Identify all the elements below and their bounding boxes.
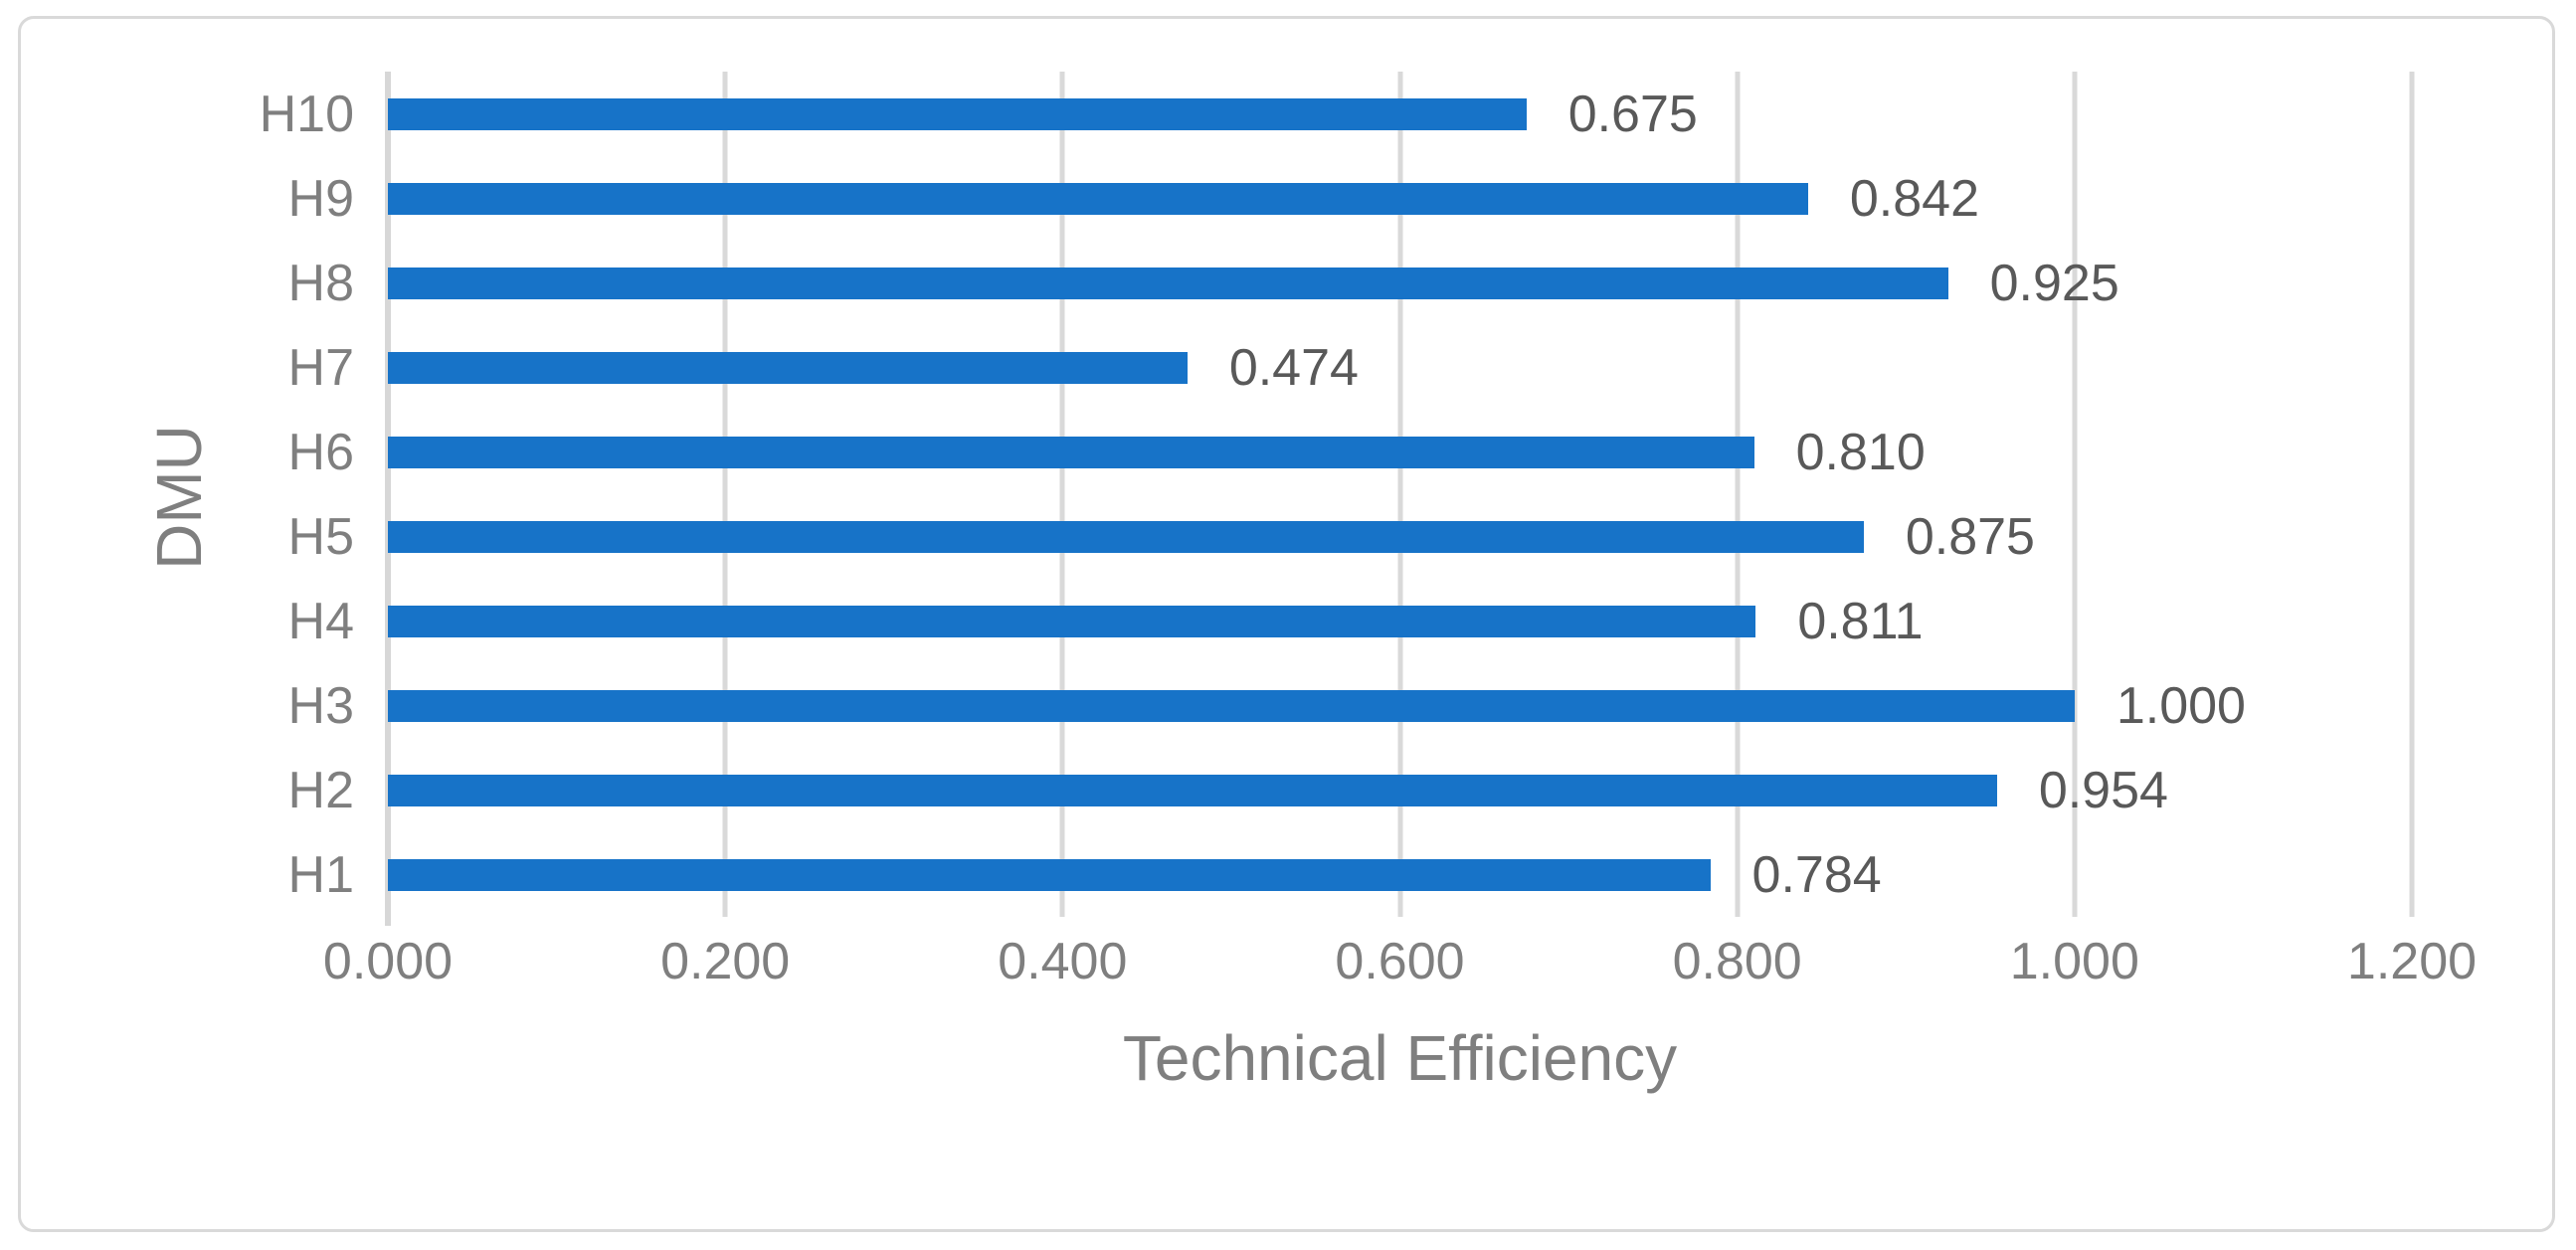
x-tick-label: 0.800 xyxy=(1672,933,1802,990)
category-label: H1 xyxy=(287,845,354,904)
gridline xyxy=(1059,72,1065,917)
category-label: H10 xyxy=(259,85,354,143)
x-tick-label: 0.600 xyxy=(1335,933,1465,990)
bar-row: 0.474 xyxy=(388,325,2412,410)
x-tick-label: 0.000 xyxy=(322,933,454,990)
bar-value-label: 0.810 xyxy=(1795,423,1926,481)
bar xyxy=(388,689,2075,722)
bar-row: 0.811 xyxy=(388,579,2412,663)
bar-value-label: 0.474 xyxy=(1228,338,1359,397)
bar xyxy=(388,351,1188,384)
x-tick-label: 0.200 xyxy=(660,933,791,990)
category-label: H7 xyxy=(287,338,354,397)
category-label: H4 xyxy=(287,592,354,650)
x-tick-label: 1.200 xyxy=(2346,933,2478,990)
gridline xyxy=(722,72,728,917)
bar xyxy=(388,520,1864,553)
bar-value-label: 0.875 xyxy=(1905,507,2035,566)
bar xyxy=(388,858,1711,891)
bar-row: 0.810 xyxy=(388,410,2412,494)
value-axis-line xyxy=(385,72,391,926)
category-label: H3 xyxy=(287,676,354,735)
bar-value-label: 0.675 xyxy=(1567,85,1698,143)
x-tick-label: 1.000 xyxy=(2009,933,2139,990)
bar xyxy=(388,774,1997,806)
bar-row: 0.925 xyxy=(388,241,2412,325)
plot-area: 0.675 0.842 0.925 0.474 0.810 0.875 0.811 1.000… xyxy=(385,72,2415,926)
bars-layer: 0.675 0.842 0.925 0.474 0.810 0.875 0.811 1.000… xyxy=(388,72,2412,917)
x-axis-title: Technical Efficiency xyxy=(1122,1022,1678,1094)
category-label: H8 xyxy=(287,254,354,312)
bar-row: 0.784 xyxy=(388,832,2412,917)
gridline xyxy=(2072,72,2078,917)
bar-row: 0.842 xyxy=(388,156,2412,241)
bar-value-label: 0.784 xyxy=(1751,845,1882,904)
bar xyxy=(388,267,1948,299)
category-label: H2 xyxy=(287,761,354,819)
bar xyxy=(388,182,1808,215)
bar xyxy=(388,97,1527,130)
bar-value-label: 0.954 xyxy=(2038,761,2168,819)
bar-value-label: 0.842 xyxy=(1849,169,1980,228)
gridline xyxy=(2409,72,2415,917)
x-tick-label: 0.400 xyxy=(998,933,1128,990)
gridline xyxy=(1735,72,1741,917)
gridline xyxy=(1397,72,1402,917)
bar-row: 0.954 xyxy=(388,748,2412,832)
bar-value-label: 0.811 xyxy=(1797,592,1924,650)
bar-row: 1.000 xyxy=(388,663,2412,748)
bar xyxy=(388,436,1754,468)
bar xyxy=(388,605,1756,637)
x-axis-ticks: 0.000 0.200 0.400 0.600 0.800 1.000 1.200 xyxy=(323,933,2477,991)
bar-value-label: 1.000 xyxy=(2116,676,2246,735)
category-label: H5 xyxy=(287,507,354,566)
category-label: H6 xyxy=(287,423,354,481)
bar-value-label: 0.925 xyxy=(1989,254,2119,312)
category-label: H9 xyxy=(287,169,354,228)
gridlines-layer xyxy=(385,72,2415,926)
bar-row: 0.675 xyxy=(388,72,2412,156)
category-axis: H10 H9 H8 H7 H6 H5 H4 H3 H2 H1 xyxy=(0,72,354,917)
bar-row: 0.875 xyxy=(388,494,2412,579)
